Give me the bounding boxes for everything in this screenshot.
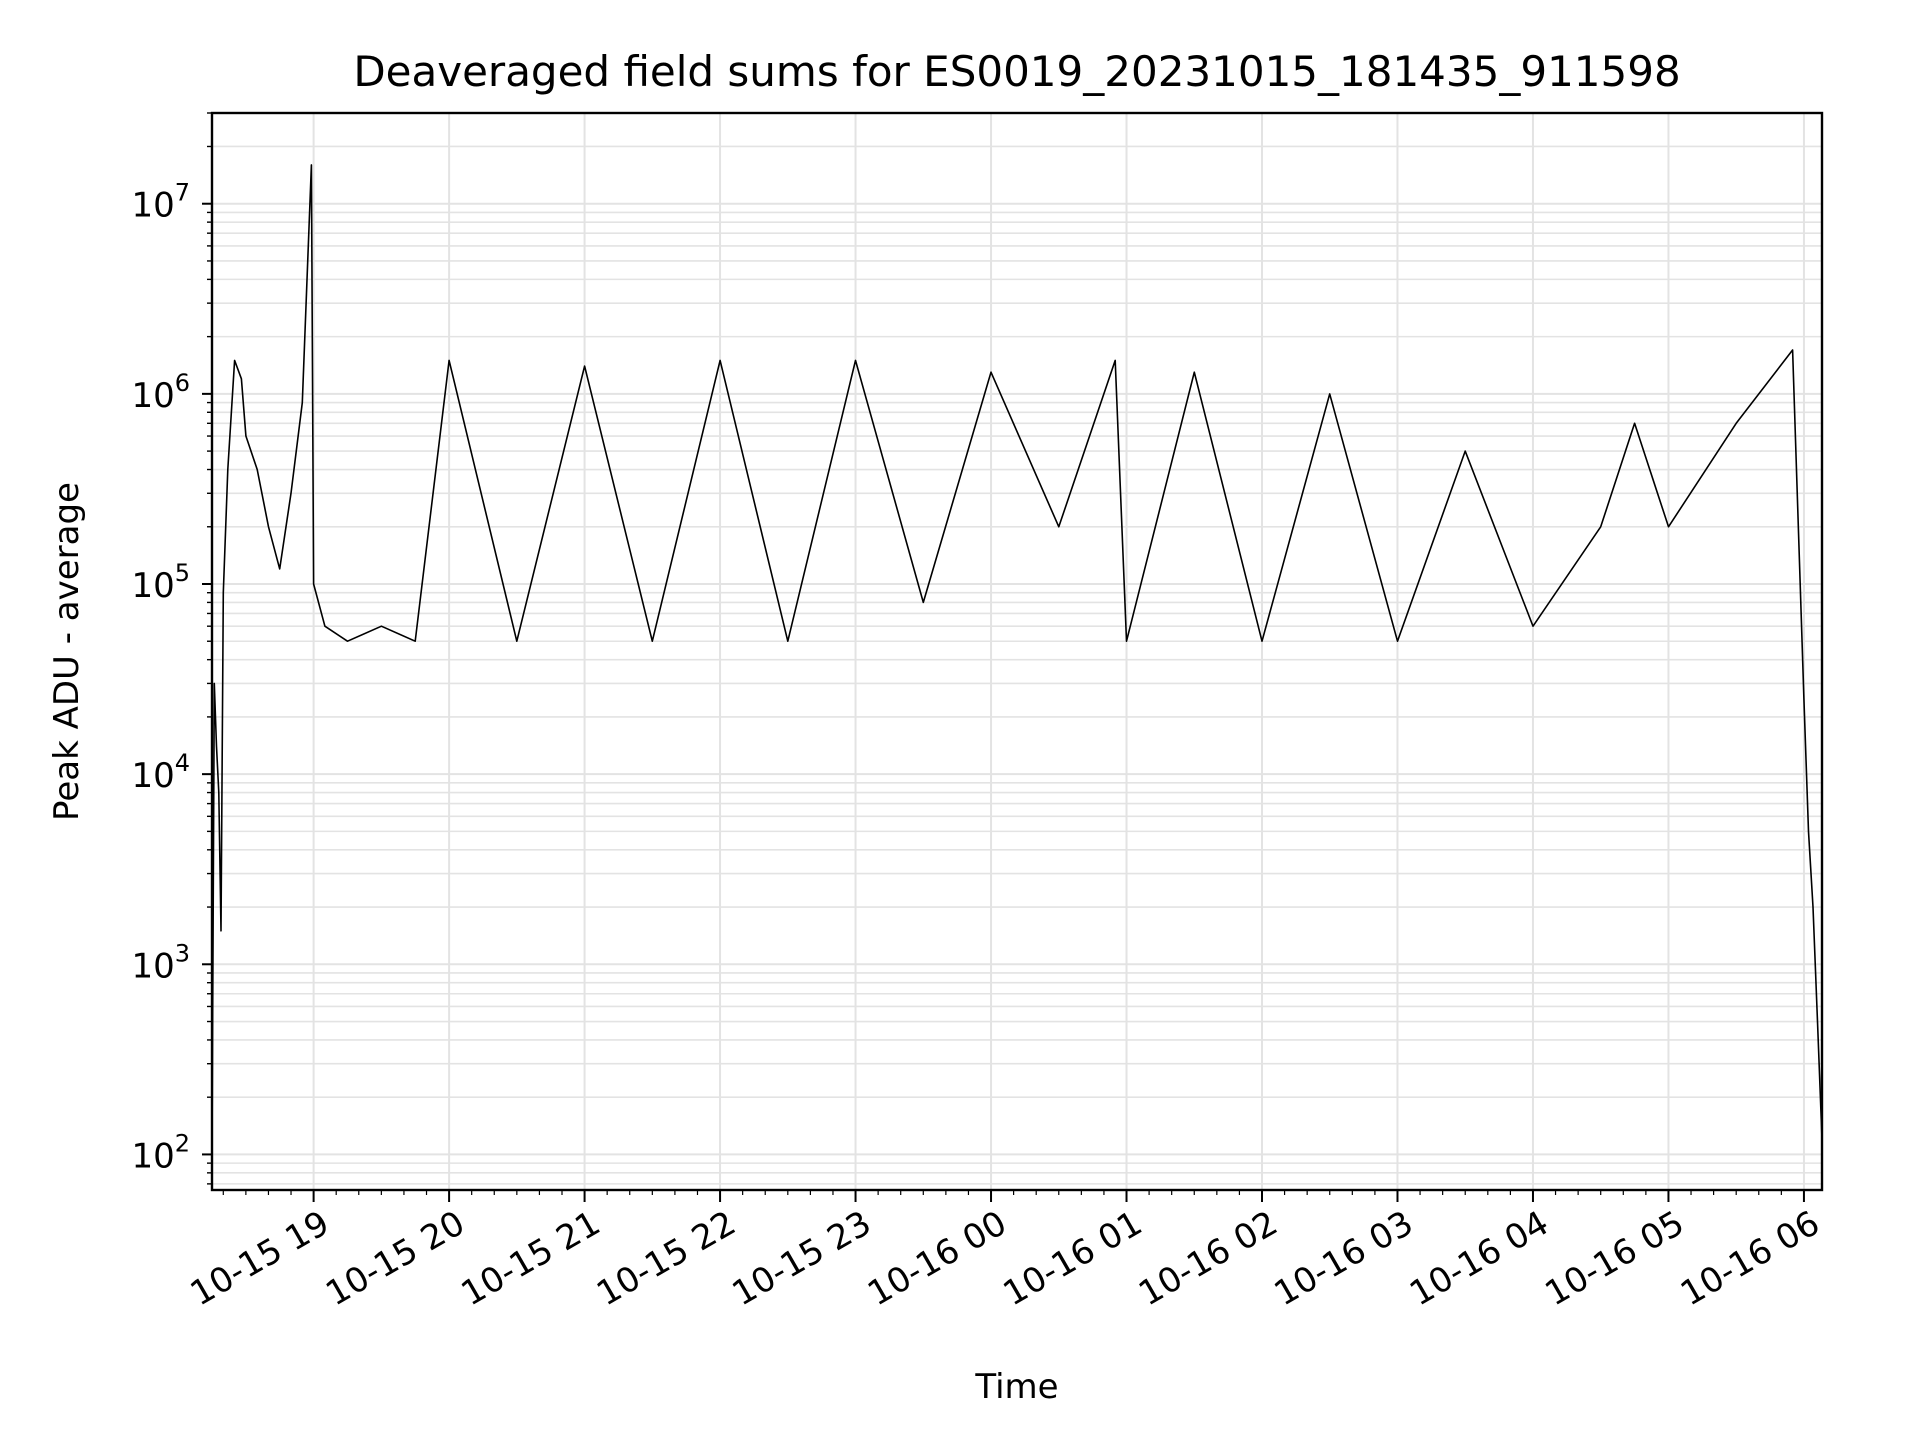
series-group: [211, 164, 1823, 1155]
y-tick-label: 107: [131, 179, 190, 226]
y-tick-label: 103: [131, 939, 190, 986]
series-line: [211, 164, 1823, 1155]
x-axis-label: Time: [974, 1367, 1058, 1407]
y-tick-label: 104: [131, 749, 190, 796]
y-tick-label: 106: [131, 369, 190, 416]
grid: [212, 112, 1822, 1190]
plot-frame: [210, 111, 1824, 1192]
y-tick-label: 105: [131, 559, 190, 606]
y-axis-label: Peak ADU - average: [47, 482, 87, 821]
chart-title: Deaveraged field sums for ES0019_2023101…: [353, 47, 1680, 96]
y-tick-label: 102: [131, 1129, 190, 1176]
